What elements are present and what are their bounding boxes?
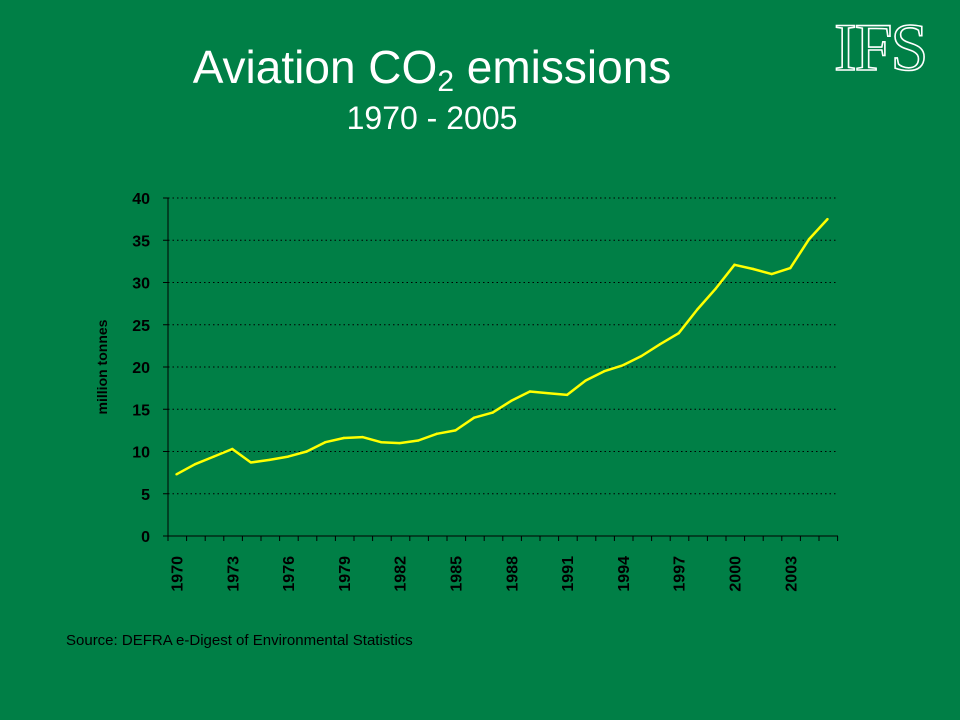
tick-labels: 0 5 10 15 20 25 30 35 40 1970 1973 1976 1979 1982 1985…	[132, 191, 800, 592]
data-point-1974	[249, 461, 253, 464]
x-tick-label-1976: 1976	[281, 556, 298, 592]
x-tick-label-1973: 1973	[225, 556, 242, 592]
data-point-2003	[789, 266, 792, 270]
data-point-1994	[621, 364, 625, 367]
series-line-0	[175, 218, 829, 476]
data-point-1985	[454, 429, 457, 432]
y-tick-label-35: 35	[132, 233, 150, 250]
data-point-2000	[733, 263, 736, 266]
y-tick-label-25: 25	[132, 318, 150, 335]
data-point-2001	[751, 267, 755, 271]
ifs-logo: IFS	[833, 8, 929, 80]
data-point-1970	[175, 473, 178, 476]
x-tick-label-2000: 2000	[728, 556, 745, 592]
data-point-1997	[677, 332, 680, 335]
x-tick-label-1991: 1991	[560, 556, 577, 592]
data-point-1996	[658, 342, 662, 346]
data-point-1973	[231, 447, 234, 451]
title-rest: emissions	[454, 41, 672, 93]
y-tick-label-15: 15	[132, 402, 150, 419]
data-point-1978	[324, 441, 327, 444]
y-tick-label-5: 5	[141, 487, 150, 504]
data-point-1991	[565, 393, 569, 397]
data-point-1990	[547, 391, 550, 395]
data-point-1984	[435, 432, 439, 435]
data-point-1982	[398, 441, 401, 445]
data-point-1992	[584, 379, 587, 382]
y-tick-label-20: 20	[132, 360, 150, 377]
x-tick-label-1994: 1994	[616, 556, 633, 592]
source-note: Source: DEFRA e-Digest of Environmental …	[66, 632, 413, 649]
data-point-1977	[305, 450, 308, 453]
axes	[163, 197, 839, 541]
series-layer	[175, 217, 829, 476]
x-tick-label-1979: 1979	[337, 556, 354, 592]
x-tick-label-2003: 2003	[783, 556, 800, 592]
data-point-1999	[714, 287, 718, 290]
data-point-1971	[193, 462, 197, 466]
data-point-2004	[807, 238, 811, 241]
x-tick-label-1970: 1970	[170, 556, 187, 592]
slide-subtitle: 1970 - 2005	[346, 100, 518, 136]
title-subscript: 2	[437, 65, 454, 98]
y-axis-title: million tonnes	[94, 319, 110, 414]
data-point-1989	[528, 390, 532, 393]
slide-title: Aviation CO2 emissions	[100, 40, 764, 97]
data-point-1981	[379, 441, 383, 444]
x-tick-label-1985: 1985	[449, 556, 466, 592]
y-tick-label-0: 0	[141, 529, 150, 546]
data-point-1988	[510, 399, 513, 402]
title-main: Aviation CO	[192, 41, 438, 93]
data-point-1993	[603, 370, 606, 373]
data-point-1976	[286, 455, 290, 458]
x-tick-label-1982: 1982	[393, 556, 410, 592]
y-tick-label-30: 30	[132, 276, 150, 293]
data-point-1975	[268, 458, 271, 462]
grid-lines	[168, 197, 838, 495]
y-tick-label-10: 10	[132, 445, 150, 462]
data-point-1998	[696, 308, 699, 311]
data-point-1972	[212, 455, 215, 458]
data-point-1987	[491, 411, 494, 414]
ifs-logo-text: IFS	[834, 9, 926, 80]
data-point-2005	[826, 217, 829, 221]
data-point-1983	[417, 439, 420, 442]
data-point-2002	[770, 272, 773, 276]
data-point-1995	[640, 354, 643, 358]
x-tick-label-1988: 1988	[504, 556, 521, 592]
x-tick-label-1997: 1997	[672, 556, 689, 592]
y-tick-label-40: 40	[132, 191, 150, 208]
data-point-1979	[342, 436, 346, 440]
data-point-1986	[472, 416, 476, 419]
data-point-1980	[361, 435, 364, 439]
